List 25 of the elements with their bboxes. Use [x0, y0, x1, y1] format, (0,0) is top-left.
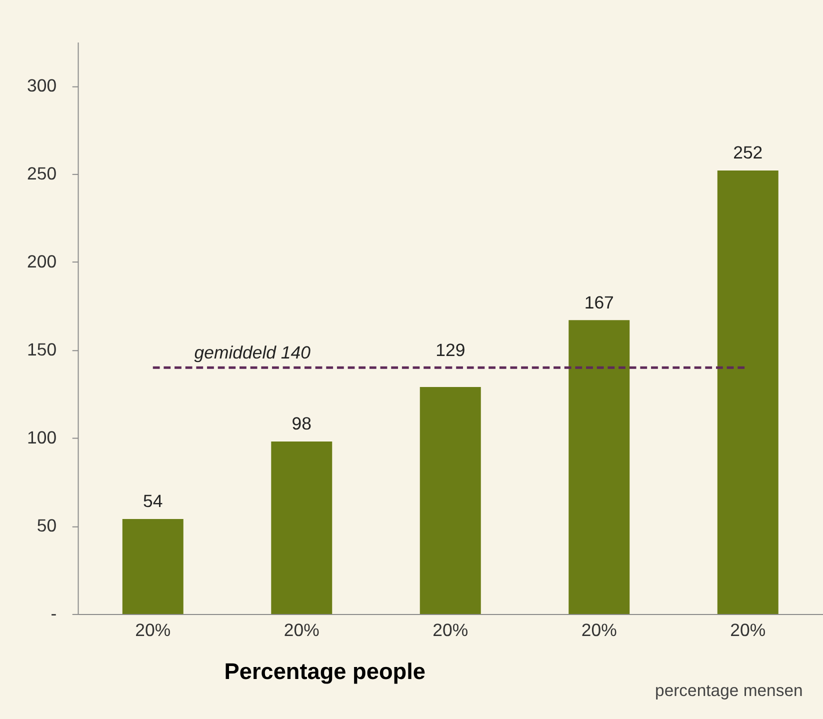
y-tick-label: 100 — [27, 427, 57, 448]
bar — [271, 442, 332, 614]
data-label: 54 — [143, 491, 163, 512]
y-tick-label: 300 — [27, 75, 57, 96]
x-tick-label: 20% — [284, 620, 320, 640]
bar — [420, 386, 481, 614]
data-label: 98 — [292, 414, 312, 434]
x-axis-title: percentage mensen — [655, 681, 803, 700]
text: Percentage people — [224, 658, 426, 684]
bar — [717, 170, 778, 614]
y-tick-label: 50 — [36, 515, 57, 536]
ref-line-label: gemiddeld 140 — [194, 342, 311, 363]
x-tick-label: 20% — [730, 620, 766, 640]
y-tick-label: 200 — [27, 251, 57, 272]
y-tick-label: 150 — [27, 339, 57, 360]
data-label: 252 — [733, 142, 763, 163]
x-tick-label: 20% — [432, 620, 468, 640]
data-label: 129 — [436, 340, 466, 360]
x-tick-label: 20% — [581, 620, 618, 640]
bar — [122, 518, 184, 614]
y-tick-label: - — [50, 603, 57, 624]
y-tick-label: 250 — [27, 163, 57, 184]
x-tick-label: 20% — [135, 620, 171, 640]
data-label: 167 — [584, 292, 614, 312]
bar — [568, 320, 630, 614]
